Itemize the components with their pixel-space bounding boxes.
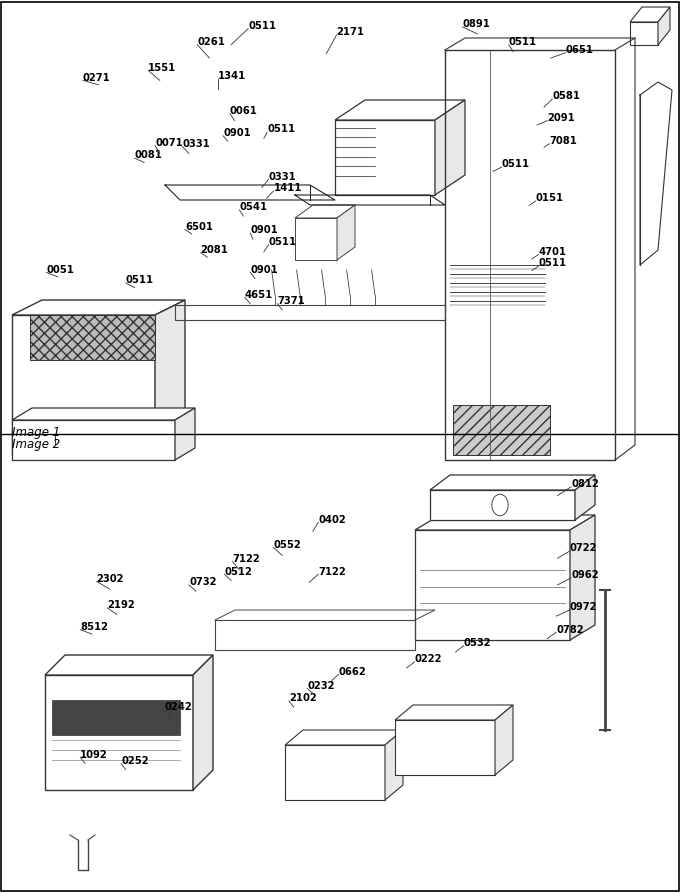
Text: 0782: 0782: [556, 624, 584, 635]
Text: 0252: 0252: [121, 755, 149, 766]
Text: 0232: 0232: [307, 680, 335, 691]
Polygon shape: [430, 475, 595, 490]
Text: 6501: 6501: [185, 221, 213, 232]
Text: 0511: 0511: [248, 21, 276, 31]
Text: 8512: 8512: [80, 622, 108, 632]
Polygon shape: [12, 300, 185, 315]
Text: 0051: 0051: [46, 264, 74, 275]
Text: 0962: 0962: [571, 570, 599, 580]
Text: 0891: 0891: [462, 19, 490, 29]
Text: 0242: 0242: [165, 702, 192, 713]
Polygon shape: [435, 100, 465, 195]
Polygon shape: [430, 490, 575, 520]
Text: 0511: 0511: [126, 275, 154, 286]
Polygon shape: [630, 22, 658, 45]
Text: 0511: 0511: [267, 124, 295, 135]
Polygon shape: [337, 205, 355, 260]
Text: 2102: 2102: [289, 693, 317, 704]
Polygon shape: [575, 475, 595, 520]
Text: 0651: 0651: [566, 45, 594, 55]
Polygon shape: [175, 408, 195, 460]
Text: 2091: 2091: [547, 113, 575, 123]
Text: 0271: 0271: [83, 72, 111, 83]
Polygon shape: [12, 315, 155, 455]
Polygon shape: [285, 745, 385, 800]
Polygon shape: [415, 530, 570, 640]
Polygon shape: [12, 420, 175, 460]
Text: 2302: 2302: [97, 573, 124, 584]
Polygon shape: [415, 515, 595, 530]
Text: 0061: 0061: [230, 105, 258, 116]
Text: 0511: 0511: [502, 159, 530, 170]
Text: 0331: 0331: [182, 138, 210, 149]
Text: 0812: 0812: [571, 479, 599, 489]
Polygon shape: [453, 405, 550, 455]
Text: 0662: 0662: [339, 666, 367, 677]
Text: 4651: 4651: [245, 289, 273, 300]
Text: 7122: 7122: [233, 554, 260, 564]
Text: 4701: 4701: [539, 246, 566, 257]
Text: 0901: 0901: [223, 128, 251, 138]
Text: 0901: 0901: [250, 264, 278, 275]
Polygon shape: [630, 7, 670, 22]
Text: 0552: 0552: [273, 539, 301, 550]
Text: 7122: 7122: [318, 566, 346, 577]
Text: Image 2: Image 2: [12, 438, 61, 451]
Polygon shape: [335, 120, 435, 195]
Text: 0331: 0331: [269, 171, 296, 182]
Text: 0261: 0261: [197, 37, 225, 47]
Polygon shape: [30, 315, 155, 360]
Polygon shape: [12, 408, 195, 420]
Text: 0722: 0722: [570, 543, 597, 554]
Text: 2192: 2192: [107, 600, 135, 611]
Text: 0532: 0532: [464, 638, 492, 648]
Polygon shape: [295, 205, 355, 218]
Text: 0511: 0511: [539, 258, 566, 269]
Polygon shape: [295, 218, 337, 260]
Polygon shape: [335, 100, 465, 120]
Polygon shape: [52, 700, 180, 735]
Text: 1411: 1411: [273, 183, 302, 194]
Text: 0512: 0512: [224, 566, 252, 577]
Text: Image 1: Image 1: [12, 426, 61, 439]
Text: 0581: 0581: [552, 91, 580, 102]
Polygon shape: [45, 675, 193, 790]
Text: 1341: 1341: [218, 71, 246, 81]
Text: 7081: 7081: [549, 136, 577, 146]
Text: 1092: 1092: [80, 749, 108, 760]
Polygon shape: [658, 7, 670, 45]
Text: 0081: 0081: [135, 150, 163, 161]
Polygon shape: [395, 705, 513, 720]
Text: 0972: 0972: [570, 602, 597, 613]
Polygon shape: [570, 515, 595, 640]
Text: 0511: 0511: [509, 37, 537, 47]
Polygon shape: [155, 300, 185, 455]
Polygon shape: [285, 730, 403, 745]
Polygon shape: [385, 730, 403, 800]
Text: 7371: 7371: [277, 296, 305, 306]
Text: 1551: 1551: [148, 63, 177, 73]
Polygon shape: [45, 655, 213, 675]
Polygon shape: [193, 655, 213, 790]
Text: 2081: 2081: [201, 245, 228, 255]
Polygon shape: [395, 720, 495, 775]
Text: 0222: 0222: [415, 654, 442, 664]
Text: 0151: 0151: [536, 193, 564, 204]
Text: 0071: 0071: [155, 138, 183, 148]
Polygon shape: [495, 705, 513, 775]
Text: 2171: 2171: [337, 27, 364, 38]
Text: 0732: 0732: [189, 577, 216, 588]
Text: 0511: 0511: [269, 237, 296, 247]
Text: 0402: 0402: [318, 514, 346, 525]
Text: 0541: 0541: [239, 202, 267, 213]
Text: 0901: 0901: [250, 225, 278, 236]
